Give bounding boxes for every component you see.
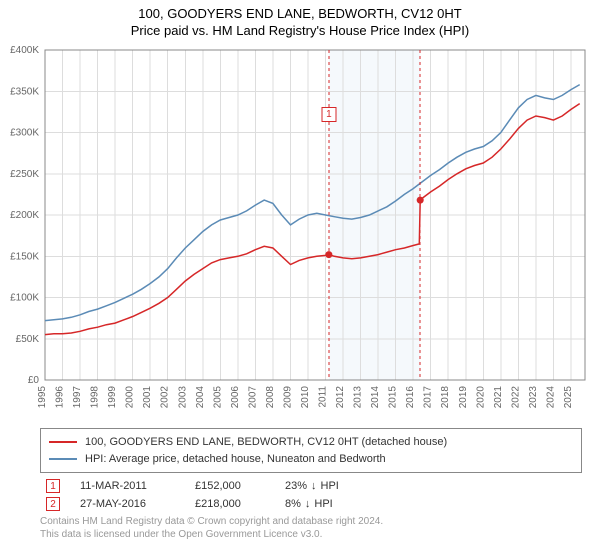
marker-dot	[325, 251, 332, 258]
x-tick-label: 2013	[353, 386, 364, 409]
footer-attribution: Contains HM Land Registry data © Crown c…	[40, 515, 582, 541]
x-tick-label: 2009	[282, 386, 293, 409]
y-tick-label: £0	[28, 375, 40, 386]
x-tick-label: 2025	[563, 386, 574, 409]
sale-row: 1 11-MAR-2011£152,00023% ↓ HPI	[40, 479, 582, 493]
x-tick-label: 2022	[510, 386, 521, 409]
sale-diff-pct: 23%	[285, 480, 307, 492]
x-tick-label: 2017	[423, 386, 434, 409]
footer-line2: This data is licensed under the Open Gov…	[40, 528, 582, 541]
chart-area: £0 £50K £100K £150K £200K £250K £300K £350K £400…	[0, 42, 600, 422]
chart-container: 100, GOODYERS END LANE, BEDWORTH, CV12 0…	[0, 0, 600, 560]
sales-table: 111-MAR-2011£152,00023%↓HPI227-MAY-2016£…	[40, 479, 582, 511]
series-hpi	[45, 85, 580, 321]
bottom-panel: 100, GOODYERS END LANE, BEDWORTH, CV12 0…	[40, 428, 582, 541]
y-tick-label: £100K	[10, 293, 39, 304]
arrow-down-icon: ↓	[311, 480, 317, 492]
title-subtitle: Price paid vs. HM Land Registry's House …	[0, 23, 600, 40]
y-tick-label: £250K	[10, 169, 39, 180]
y-tick-label: £150K	[10, 251, 39, 262]
legend-swatch	[49, 441, 77, 443]
footer-line1: Contains HM Land Registry data © Crown c…	[40, 515, 582, 528]
marker-dot	[417, 197, 424, 204]
y-tick-label: £350K	[10, 86, 39, 97]
x-tick-label: 2000	[125, 386, 136, 409]
x-tick-label: 2019	[458, 386, 469, 409]
title-address: 100, GOODYERS END LANE, BEDWORTH, CV12 0…	[0, 6, 600, 23]
x-tick-label: 2012	[335, 386, 346, 409]
x-tick-label: 2005	[212, 386, 223, 409]
sale-date: 11-MAR-2011	[80, 480, 195, 492]
x-tick-label: 2003	[177, 386, 188, 409]
x-tick-label: 2007	[247, 386, 258, 409]
sale-diff-label: HPI	[314, 498, 332, 510]
x-tick-label: 2011	[318, 386, 329, 408]
title-block: 100, GOODYERS END LANE, BEDWORTH, CV12 0…	[0, 0, 600, 40]
x-tick-label: 2021	[493, 386, 504, 409]
x-tick-label: 2010	[300, 386, 311, 409]
y-tick-label: £400K	[10, 45, 39, 56]
sale-row: 2 27-MAY-2016£218,0008% ↓HPI	[40, 497, 582, 511]
arrow-down-icon: ↓	[305, 498, 311, 510]
sale-marker: 2	[46, 497, 60, 511]
sale-diff: 8% ↓HPI	[285, 498, 333, 510]
x-tick-label: 2014	[370, 386, 381, 409]
legend-row: HPI: Average price, detached house, Nune…	[49, 451, 573, 468]
x-tick-label: 2018	[440, 386, 451, 409]
x-tick-label: 2001	[142, 386, 153, 409]
y-tick-label: £50K	[16, 334, 40, 345]
x-tick-label: 2006	[230, 386, 241, 409]
x-tick-label: 1996	[55, 386, 66, 409]
x-tick-label: 2015	[388, 386, 399, 409]
y-tick-label: £300K	[10, 128, 39, 139]
x-tick-label: 2020	[475, 386, 486, 409]
sale-diff-label: HPI	[321, 480, 339, 492]
x-tick-label: 2004	[195, 386, 206, 409]
x-tick-label: 2023	[528, 386, 539, 409]
x-tick-label: 2008	[265, 386, 276, 409]
x-tick-label: 1995	[37, 386, 48, 409]
legend-box: 100, GOODYERS END LANE, BEDWORTH, CV12 0…	[40, 428, 582, 473]
chart-svg: £0 £50K £100K £150K £200K £250K £300K £350K £400…	[0, 42, 600, 422]
x-tick-label: 1997	[72, 386, 83, 409]
legend-row: 100, GOODYERS END LANE, BEDWORTH, CV12 0…	[49, 434, 573, 451]
x-tick-label: 2024	[545, 386, 556, 409]
y-tick-label: £200K	[10, 210, 39, 221]
legend-swatch	[49, 458, 77, 460]
legend-label: HPI: Average price, detached house, Nune…	[85, 451, 386, 468]
x-tick-label: 1998	[90, 386, 101, 409]
legend-label: 100, GOODYERS END LANE, BEDWORTH, CV12 0…	[85, 434, 447, 451]
sale-marker: 1	[46, 479, 60, 493]
x-tick-label: 2016	[405, 386, 416, 409]
x-tick-label: 2002	[160, 386, 171, 409]
sale-diff: 23% ↓ HPI	[285, 480, 339, 492]
marker-number: 1	[326, 109, 332, 120]
x-tick-label: 1999	[107, 386, 118, 409]
series-price_paid	[45, 104, 580, 335]
sale-diff-pct: 8%	[285, 498, 301, 510]
sale-price: £218,000	[195, 498, 285, 510]
sale-date: 27-MAY-2016	[80, 498, 195, 510]
sale-price: £152,000	[195, 480, 285, 492]
